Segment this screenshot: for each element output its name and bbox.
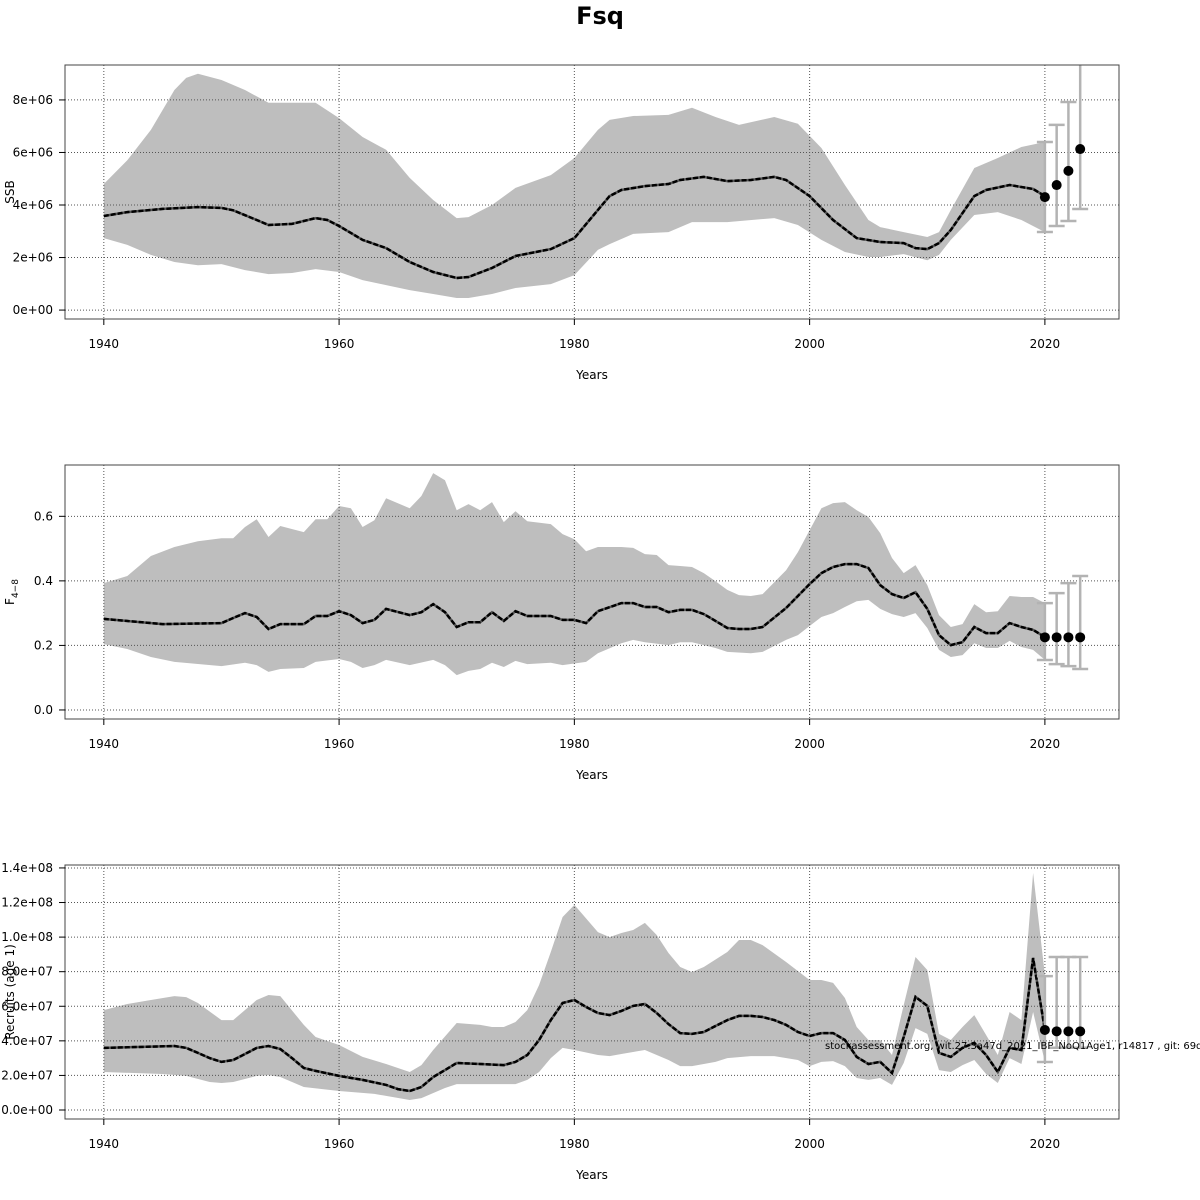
forecast-point (1075, 144, 1086, 155)
y-tick-label: 1.4e+08 (1, 861, 53, 875)
x-tick-label: 1980 (559, 337, 590, 351)
y-tick-label: 0.2 (34, 638, 53, 652)
x-tick-label: 1940 (89, 337, 120, 351)
y-axis-label: F4−8 (3, 579, 21, 605)
y-tick-label: 0.6 (34, 509, 53, 523)
x-tick-label: 2000 (794, 1137, 825, 1151)
y-tick-label: 6.0e+07 (1, 999, 53, 1013)
x-tick-label: 2020 (1030, 337, 1061, 351)
x-axis-label: Years (575, 368, 608, 382)
y-axis-label-subscript: 4−8 (11, 579, 21, 598)
forecast-point (1039, 632, 1050, 643)
x-tick-label: 1940 (89, 737, 120, 751)
forecast-point (1075, 632, 1086, 643)
x-axis-label: Years (575, 768, 608, 782)
estimate-line (103, 175, 1046, 280)
y-tick-label: 6e+06 (13, 145, 53, 159)
x-tick-label: 2000 (794, 337, 825, 351)
forecast-point (1051, 180, 1062, 191)
y-tick-label: 8e+06 (13, 93, 53, 107)
plot-frame (64, 864, 1120, 1120)
y-tick-label: 0e+00 (13, 303, 53, 317)
confidence-band (103, 473, 1045, 676)
footnote: stockassessment.org, wit.27.3a47d_2021_I… (825, 1041, 1200, 1052)
x-tick-label: 2020 (1030, 737, 1061, 751)
panel-fbar: 1940 1960 1980 2000 2020 Years 0.0 0.2 0.4 0.6 F4−… (3, 464, 1120, 782)
y-tick-label: 4.0e+07 (1, 1034, 53, 1048)
plot-frame (64, 64, 1120, 320)
x-tick-label: 1960 (324, 337, 355, 351)
panel-ssb: 1940 1960 1980 2000 2020 Years 0e+00 2e+06 4e+06… (3, 64, 1120, 382)
x-tick-label: 2020 (1030, 1137, 1061, 1151)
forecast-point (1063, 1026, 1074, 1037)
x-tick-label: 1980 (559, 737, 590, 751)
forecast-point (1075, 1026, 1086, 1037)
y-axis-label: Recruits (age 1) (3, 944, 17, 1040)
forecast-point (1063, 632, 1074, 643)
y-tick-label: 4e+06 (13, 198, 53, 212)
forecast-point (1051, 1026, 1062, 1037)
y-tick-label: 1.0e+08 (1, 930, 53, 944)
estimate-line (103, 957, 1047, 1093)
x-tick-label: 1980 (559, 1137, 590, 1151)
plot-frame (64, 464, 1120, 720)
confidence-band (103, 873, 1045, 1100)
x-tick-label: 1960 (324, 737, 355, 751)
y-tick-label: 0.4 (34, 574, 53, 588)
y-axis-label: SSB (3, 180, 17, 203)
x-tick-label: 1940 (89, 1137, 120, 1151)
forecast-point (1039, 192, 1050, 203)
forecast-point (1039, 1024, 1050, 1035)
x-tick-label: 2000 (794, 737, 825, 751)
y-tick-label: 1.2e+08 (1, 896, 53, 910)
y-tick-label: 2.0e+07 (1, 1068, 53, 1082)
chart-title: Fsq (576, 2, 624, 30)
y-tick-label: 0.0e+00 (1, 1103, 53, 1117)
estimate-line (103, 562, 1046, 647)
x-axis-label: Years (575, 1168, 608, 1182)
y-tick-label: 2e+06 (13, 251, 53, 265)
forecast-point (1063, 165, 1074, 176)
x-tick-label: 1960 (324, 1137, 355, 1151)
forecast-point (1051, 632, 1062, 643)
y-tick-label: 8.0e+07 (1, 965, 53, 979)
panel-recruits: 1940 1960 1980 2000 2020 Years 0.0e+00 2.0e+07 4… (1, 861, 1120, 1182)
y-tick-label: 0.0 (34, 703, 53, 717)
